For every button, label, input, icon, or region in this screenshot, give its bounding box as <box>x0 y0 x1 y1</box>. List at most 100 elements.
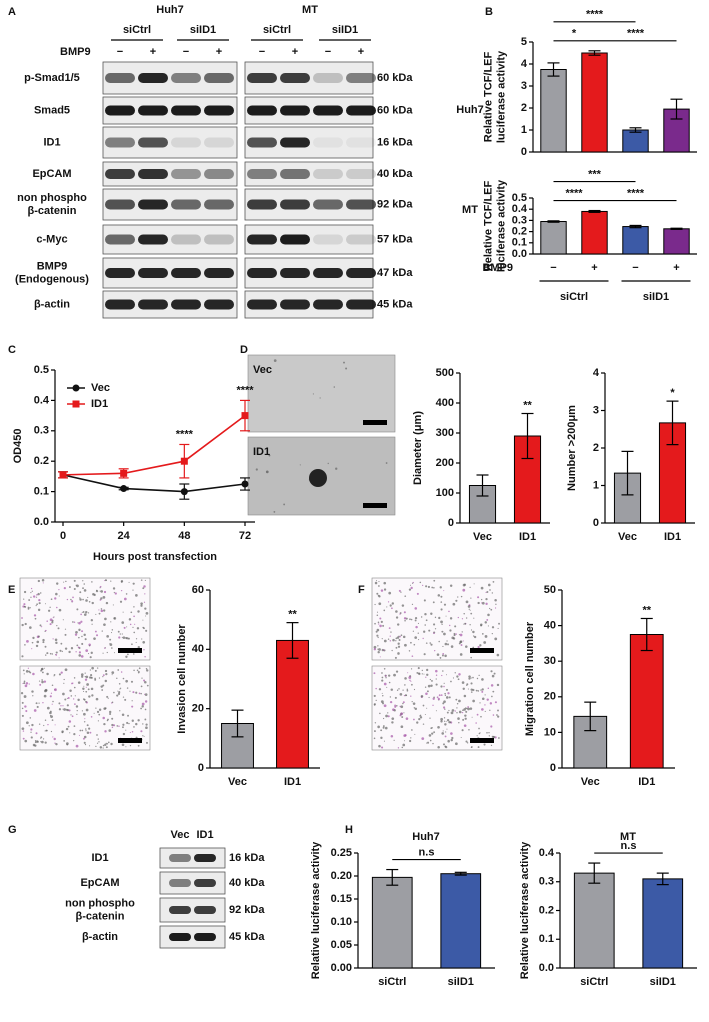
cell-dot <box>403 695 406 697</box>
cell-dot <box>484 704 486 706</box>
x-tick-label: siCtrl <box>580 976 608 988</box>
cell-dot <box>35 596 38 598</box>
cell-dot <box>445 721 447 723</box>
cell-dot <box>142 587 145 590</box>
band <box>138 105 168 116</box>
cell-dot <box>23 682 26 685</box>
cell-dot <box>401 746 404 749</box>
cell-dot <box>83 613 87 616</box>
cell-dot <box>441 732 445 735</box>
cell-dot <box>51 719 54 721</box>
cell-dot <box>24 705 27 708</box>
y-tick-label: 0 <box>550 762 556 774</box>
cell-dot <box>431 727 433 729</box>
cell-dot <box>382 695 384 697</box>
cell-dot <box>319 397 321 399</box>
error-bar <box>629 127 642 133</box>
cell-dot <box>447 692 450 695</box>
cell-dot <box>121 633 123 635</box>
size-label: 16 kDa <box>229 852 265 864</box>
cell-dot <box>467 707 470 711</box>
cell-dot <box>449 617 453 620</box>
band <box>346 268 376 278</box>
cell-dot <box>74 703 76 705</box>
cell-dot <box>494 637 498 641</box>
cell-dot <box>452 677 455 679</box>
cell-dot <box>82 611 85 613</box>
cell-dot <box>86 731 90 735</box>
x-tick-label: Vec <box>618 531 637 543</box>
bar <box>663 228 690 255</box>
cell-dot <box>463 724 467 727</box>
cell-dot <box>493 672 496 675</box>
cell-dot <box>129 623 132 626</box>
cell-dot <box>470 612 473 615</box>
cell-dot <box>440 601 443 603</box>
chart-title: MT <box>620 831 636 843</box>
cell-dot <box>106 635 109 638</box>
cell-dot <box>133 606 135 608</box>
cell-dot <box>451 709 455 712</box>
cell-dot <box>119 688 121 690</box>
treatment-label: BMP9 <box>482 262 513 274</box>
cell-dot <box>38 680 41 682</box>
cell-dot <box>481 690 484 693</box>
cell-dot <box>433 587 435 589</box>
cell-dot <box>433 623 436 626</box>
cell-dot <box>283 503 286 506</box>
y-tick-label: 0.3 <box>539 876 554 888</box>
cell-dot <box>58 589 60 591</box>
cell-dot <box>30 587 33 590</box>
cell-dot <box>25 670 29 673</box>
error-bar <box>621 450 634 496</box>
cell-dot <box>414 619 417 622</box>
cell-dot <box>466 684 468 686</box>
cell-dot <box>54 597 57 600</box>
cell-dot <box>77 646 80 649</box>
cell-dot <box>382 717 385 720</box>
cell-dot <box>442 652 445 655</box>
cell-dot <box>441 674 443 677</box>
cell-dot <box>459 653 463 656</box>
cell-dot <box>49 606 51 608</box>
y-tick-label: 400 <box>436 397 454 409</box>
cell-dot <box>383 740 385 742</box>
cell-dot <box>398 635 400 637</box>
cell-dot <box>404 684 406 686</box>
cell-dot <box>455 742 458 746</box>
cell-dot <box>468 675 471 678</box>
cell-dot <box>50 598 53 601</box>
cell-dot <box>421 737 425 741</box>
cell-dot <box>99 585 102 588</box>
cell-dot <box>410 683 413 686</box>
cell-dot <box>436 653 440 656</box>
cell-dot <box>427 741 430 744</box>
cell-dot <box>475 689 478 692</box>
cell-dot <box>122 636 126 640</box>
size-label: 57 kDa <box>377 233 413 245</box>
cell-dot <box>145 629 148 632</box>
cell-dot <box>398 589 401 592</box>
cell-dot <box>23 605 26 608</box>
cell-dot <box>66 708 70 712</box>
y-tick-label: 0.20 <box>331 870 352 882</box>
cell-dot <box>117 690 119 692</box>
cell-dot <box>45 689 48 692</box>
cell-dot <box>109 712 112 716</box>
cell-dot <box>414 607 418 610</box>
cell-dot <box>382 624 385 627</box>
cell-dot <box>442 743 446 746</box>
cell-dot <box>423 630 426 633</box>
cell-dot <box>472 630 475 634</box>
cell-dot <box>63 581 65 583</box>
band <box>247 199 277 210</box>
cell-dot <box>85 708 89 712</box>
cell-dot <box>70 714 72 716</box>
band <box>138 199 168 210</box>
cell-dot <box>122 723 125 726</box>
cell-dot <box>52 638 54 640</box>
y-tick-label: 0.0 <box>539 962 554 974</box>
colony-image <box>247 354 396 433</box>
cell-dot <box>51 703 53 705</box>
cell-dot <box>410 641 412 644</box>
